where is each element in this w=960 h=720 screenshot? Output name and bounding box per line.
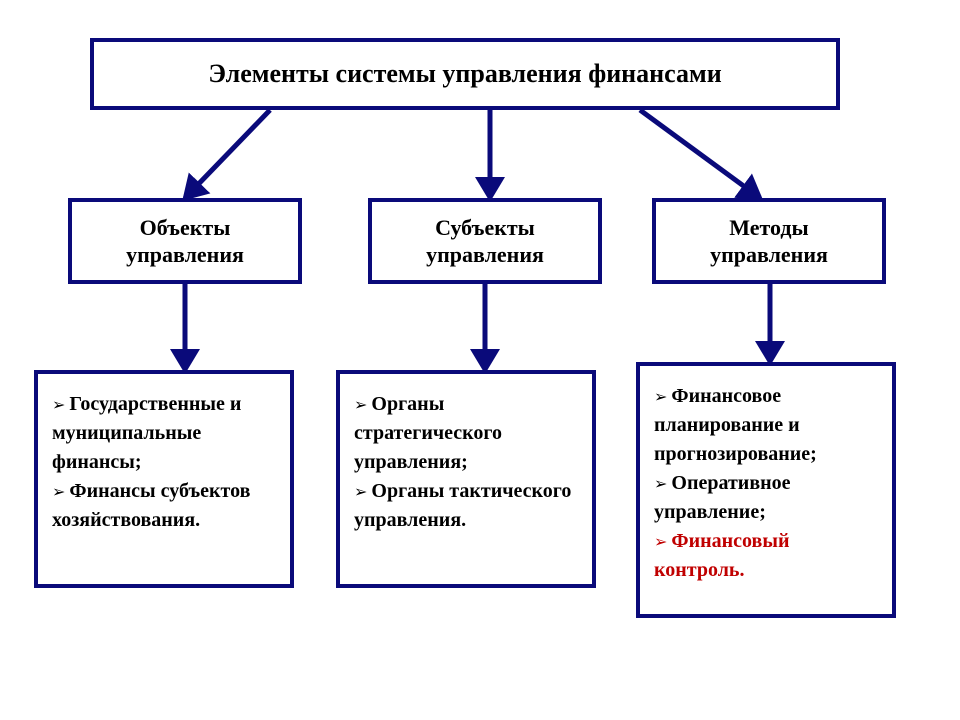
arrow xyxy=(640,110,760,198)
mid-label: Субъекты управления xyxy=(384,214,586,269)
detail-box: ➢Органы стратегического управления;➢Орга… xyxy=(336,370,596,588)
list-item: ➢Финансовый контроль. xyxy=(654,527,878,585)
list-item-text: Государственные и муниципальные финансы; xyxy=(52,393,241,473)
detail-box: ➢Финансовое планирование и прогнозирован… xyxy=(636,362,896,618)
list-item-text: Оперативное управление; xyxy=(654,472,791,523)
bullet-icon: ➢ xyxy=(354,397,367,414)
mid-box: Методы управления xyxy=(652,198,886,284)
list-item-cont: управления. xyxy=(354,506,578,535)
list-item: ➢Органы тактического xyxy=(354,477,578,506)
mid-label: Методы управления xyxy=(668,214,870,269)
list-item-text: Финансовое планирование и прогнозировани… xyxy=(654,385,817,465)
list-item: ➢Финансовое планирование и прогнозирован… xyxy=(654,382,878,469)
list-item: ➢Оперативное управление; xyxy=(654,469,878,527)
list-item: ➢Финансы субъектов хозяйствования. xyxy=(52,477,276,535)
list-item: ➢Органы стратегического xyxy=(354,390,578,448)
list-item: ➢Государственные и муниципальные финансы… xyxy=(52,390,276,477)
bullet-icon: ➢ xyxy=(654,389,667,406)
bullet-icon: ➢ xyxy=(52,484,65,501)
list-item-text: Органы тактического xyxy=(371,480,571,502)
bullet-icon: ➢ xyxy=(654,534,667,551)
list-item-text: Органы стратегического xyxy=(354,393,502,444)
bullet-icon: ➢ xyxy=(354,484,367,501)
detail-box: ➢Государственные и муниципальные финансы… xyxy=(34,370,294,588)
title-text: Элементы системы управления финансами xyxy=(208,59,721,89)
mid-box: Объекты управления xyxy=(68,198,302,284)
bullet-icon: ➢ xyxy=(654,476,667,493)
arrow xyxy=(185,110,270,198)
bullet-icon: ➢ xyxy=(52,397,65,414)
mid-box: Субъекты управления xyxy=(368,198,602,284)
mid-label: Объекты управления xyxy=(84,214,286,269)
list-item-text: Финансы субъектов хозяйствования. xyxy=(52,480,250,531)
title-box: Элементы системы управления финансами xyxy=(90,38,840,110)
list-item-text: Финансовый контроль. xyxy=(654,530,789,581)
list-item-cont: управления; xyxy=(354,448,578,477)
